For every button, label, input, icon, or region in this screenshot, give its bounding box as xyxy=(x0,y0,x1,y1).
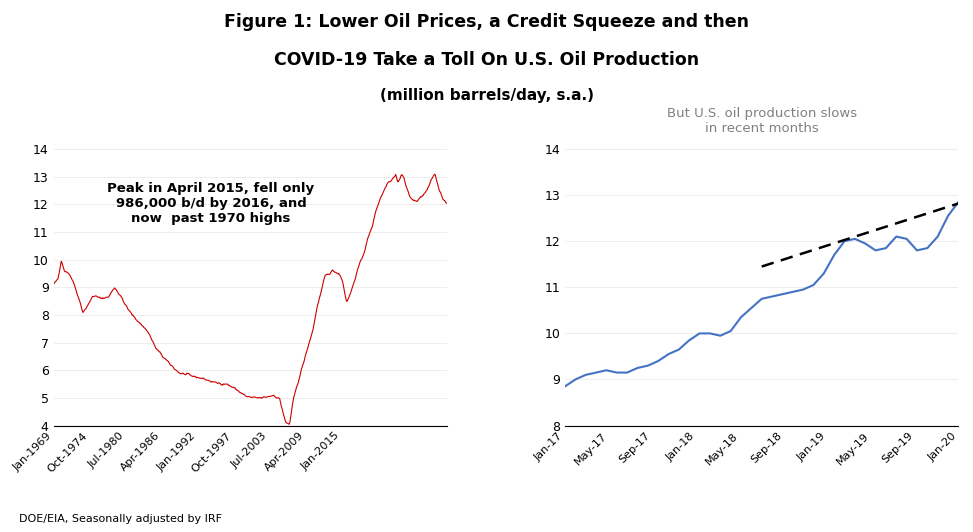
Text: But U.S. oil production slows
in recent months: But U.S. oil production slows in recent … xyxy=(667,107,857,136)
Text: (million barrels/day, s.a.): (million barrels/day, s.a.) xyxy=(379,88,594,103)
Text: Peak in April 2015, fell only
986,000 b/d by 2016, and
now  past 1970 highs: Peak in April 2015, fell only 986,000 b/… xyxy=(107,182,314,225)
Text: DOE/EIA, Seasonally adjusted by IRF: DOE/EIA, Seasonally adjusted by IRF xyxy=(19,514,223,524)
Text: Figure 1: Lower Oil Prices, a Credit Squeeze and then: Figure 1: Lower Oil Prices, a Credit Squ… xyxy=(224,13,749,31)
Text: COVID-19 Take a Toll On U.S. Oil Production: COVID-19 Take a Toll On U.S. Oil Product… xyxy=(274,51,699,69)
